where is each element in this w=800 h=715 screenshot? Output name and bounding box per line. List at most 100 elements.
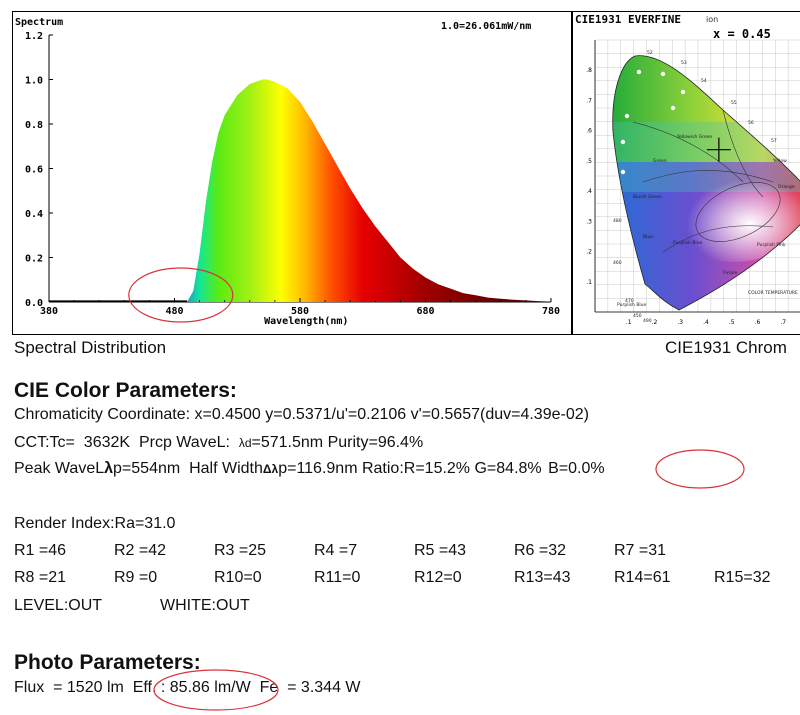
cie-y-tick-label: .8 [586,67,592,74]
x-tick-label: 780 [542,306,560,317]
photo-params-title: Photo Parameters: [14,651,201,674]
cie-inner-label: Bluish Green [633,194,662,200]
cie-inner-label: 52 [647,50,653,56]
photo-line: Flux = 1520 lm Eff. : 85.86 lm/W Fe = 3.… [14,679,361,697]
render-index-value: R3 =25 [214,542,267,559]
cie-x-tick-label: .2 [652,319,658,326]
x-tick-label: 380 [40,306,58,317]
render-index-value: R5 =43 [414,542,467,559]
cie-diagram: CIE1931 EVERFINE ion x = 0.45 52 53 54 55 56… [575,13,800,326]
cie-axis-ticks: .1 .2 .3 .4 .5 .6 .7 .1 .2 .3 .4 .5 .6 .7 .8 [586,67,786,326]
peak-text: Peak WaveL [14,460,105,477]
cie-title-suffix: ion [706,15,718,24]
cie-crosshair-marker [706,137,731,162]
efficacy-value: Eff. : 85.86 lm/W [132,679,251,696]
cie-x-tick-label: .3 [677,319,683,326]
chromaticity-line: Chromaticity Coordinate: x=0.4500 y=0.53… [14,406,589,423]
y-tick-label: 0.0 [25,298,43,309]
cie-inner-label: Yellow [772,158,787,164]
cie-locus-dot [660,71,666,77]
cie-inner-label: Orange [778,184,795,190]
cie-y-tick-label: .7 [586,97,592,104]
render-index-value: R8 =21 [14,569,67,586]
cie-locus-dot [670,105,676,111]
cie-caption: CIE1931 Chrom [665,338,787,357]
peak-text-2: p=554nm Half Width [113,460,263,477]
cie-locus-dot [624,113,630,119]
cct-text-2: =571.5nm Purity=96.4% [251,434,424,451]
render-index-value: R4 =7 [314,542,358,559]
cie-inner-label: Purplish Pink [757,242,786,248]
render-index-ra: Render Index:Ra=31.0 [14,515,176,532]
x-tick-label: 580 [291,306,309,317]
cie-inner-label: Blue [643,234,653,240]
blue-ratio-highlight [655,449,745,489]
render-index-value: R6 =32 [514,542,567,559]
render-index-value: R12=0 [414,569,462,586]
cct-text: CCT:Tc= 3632K Prcp WaveL: [14,434,239,451]
cie-locus-dot [620,169,626,175]
peak-line: Peak WaveLλp=554nm Half WidthΔλp=116.9nm… [14,460,605,478]
cie-inner-label: 470 [625,298,634,304]
cct-line: CCT:Tc= 3632K Prcp WaveL: λd=571.5nm Pur… [14,434,423,452]
render-index-row-1: R1 =46 R2 =42 R3 =25 R4 =7 R5 =43 R6 =32 R7 =3… [14,542,800,564]
y-tick-label: 1.0 [25,76,43,87]
cie-inner-label: Purplish Blue [673,240,703,246]
cie-x-tick-label: .1 [626,319,632,326]
y-tick-label: 0.4 [25,209,43,220]
spectrum-area [187,79,551,302]
cie-y-tick-label: .1 [586,279,592,286]
cie-coordinate-annotation: x = 0.45 [713,27,771,41]
highlight-ellipse [128,267,234,323]
delta-lambda-symbol: Δλ [262,462,279,476]
cie-inner-label: Green [653,158,667,164]
cie-inner-label: Purplish Blue [617,302,647,308]
cie-locus-dot [620,139,626,145]
render-index-value: R13=43 [514,569,571,586]
spectrum-annotation: 1.0=26.061mW/nm [441,21,531,32]
cie-inner-label: Purple [723,270,737,276]
x-axis-label: Wavelength(nm) [264,316,348,327]
cie-y-tick-label: .4 [586,188,592,195]
cie-color-region [612,55,800,310]
cie-title: CIE1931 EVERFINE [575,13,681,26]
y-tick-label: 0.8 [25,120,43,131]
cie-inner-label: 55 [731,100,737,106]
spectrum-chart: 0.0 0.2 0.4 0.6 0.8 1.0 1.2 380 480 580 680 780 Spec… [12,11,572,335]
spectrum-labels: 0.0 0.2 0.4 0.6 0.8 1.0 1.2 380 480 580 680 780 Spec… [15,17,560,327]
cie-y-tick-label: .5 [586,158,592,165]
cie-inner-label: 56 [748,120,754,126]
cie-inner-label: COLOR TEMPERATURE [748,290,798,296]
cie-x-tick-label: .5 [729,319,735,326]
cie-locus-dot [680,89,686,95]
cie-inner-label: 450 [633,313,642,319]
render-index-value: R2 =42 [114,542,167,559]
cie-y-tick-label: .2 [586,249,592,256]
cie-inner-labels: 52 53 54 55 56 57 Yellowish Green Green Bluish G… [613,50,798,324]
white-status: WHITE:OUT [160,597,250,614]
render-index-value: R10=0 [214,569,262,586]
level-status: LEVEL:OUT [14,597,103,614]
cie-x-tick-label: .7 [780,319,786,326]
cie-white-dots [620,69,686,175]
cie-y-tick-label: .3 [586,218,592,225]
render-index-value: R9 =0 [114,569,158,586]
cie-y-tick-label: .6 [586,128,592,135]
flux-value: Flux = 1520 lm [14,679,133,696]
peak-text-3: p=116.9nm Ratio:R=15.2% G=84.8% [278,460,542,477]
spectral-caption: Spectral Distribution [14,338,167,357]
y-tick-label: 0.6 [25,165,43,176]
lambda-symbol: λ [104,460,114,477]
x-tick-label: 480 [165,306,183,317]
cie-x-tick-label: .4 [703,319,709,326]
cie-spectral-locus [612,55,800,311]
cie-inner-label: Yellowish Green [676,134,713,140]
x-tick-label: 680 [416,306,434,317]
efficacy-highlight [153,669,279,711]
y-tick-label: 1.2 [25,31,43,42]
blue-ratio: B=0.0% [548,460,605,477]
spectrum-title: Spectrum [15,17,63,28]
top-cropped-glyph: ▀ [12,0,38,8]
cie-inner-label: 480 [613,218,622,224]
y-tick-label: 0.2 [25,254,43,265]
